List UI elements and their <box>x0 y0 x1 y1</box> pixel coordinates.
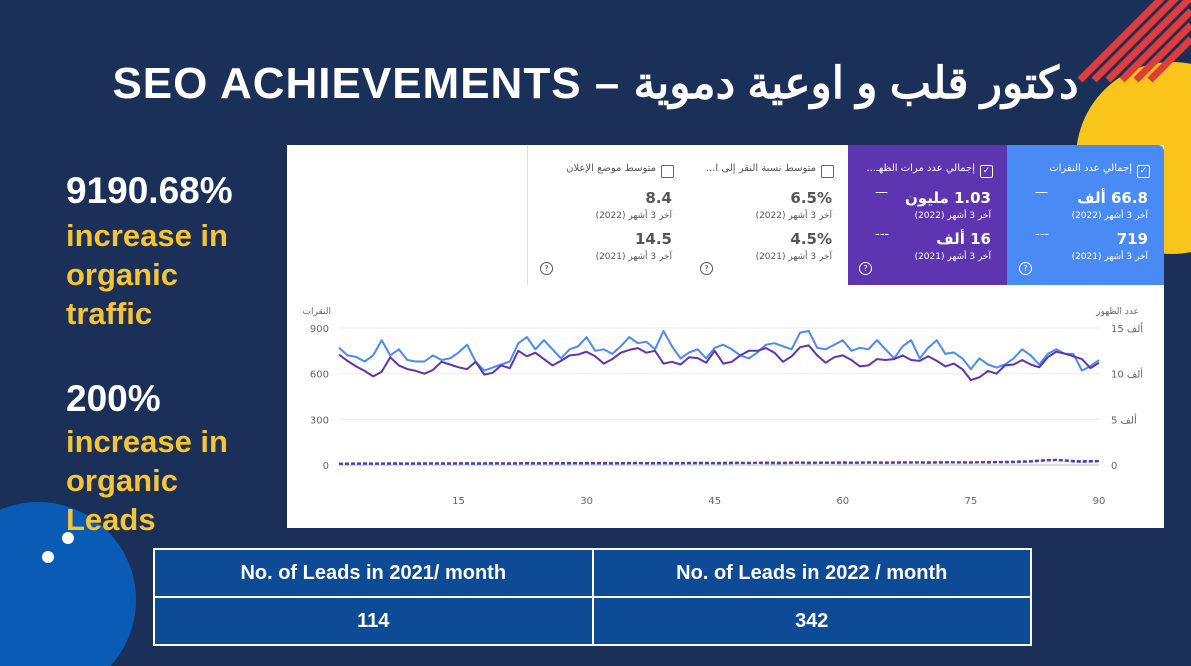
metric-value-current: 8.4 <box>645 189 672 207</box>
metric-period-current: آخر 3 أشهر (2022) <box>1071 211 1148 221</box>
metric-title-text: متوسط موضع الإعلان <box>566 163 656 174</box>
y-axis-right-tick: 0 <box>1111 461 1117 472</box>
white-dot-decoration <box>62 532 74 544</box>
table-cell: 114 <box>153 596 594 646</box>
series-line-impressions_2022 <box>338 344 1100 382</box>
x-axis-tick: 30 <box>580 496 593 507</box>
y-axis-left-label: النقرات <box>303 307 331 317</box>
metric-value-current: 66.8 ألف <box>1077 189 1148 207</box>
metric-value-previous: 14.5 <box>634 230 672 248</box>
metric-checkbox[interactable] <box>821 165 834 178</box>
help-icon[interactable]: ? <box>1019 262 1032 275</box>
metric-title: إجمالي عدد النقرات <box>1049 163 1132 174</box>
metric-title-text: متوسط نسبة النقر إلى ا... <box>705 163 816 174</box>
metric-period-current: آخر 3 أشهر (2022) <box>914 211 991 221</box>
x-axis-tick: 60 <box>836 496 849 507</box>
table-header-cell: No. of Leads in 2021/ month <box>153 548 594 598</box>
traffic-increase-value: 9190.68% <box>66 170 233 211</box>
y-axis-right-tick: 10 ألف <box>1111 368 1143 381</box>
y-axis-right-tick: 15 ألف <box>1111 322 1143 335</box>
series-line-clicks_2022 <box>338 330 1100 372</box>
white-dot-decoration <box>42 551 54 563</box>
y-axis-right-tick: 5 ألف <box>1111 413 1137 426</box>
metric-value-current: 6.5% <box>790 189 832 207</box>
y-axis-right-label: عدد الظهور <box>1095 307 1139 317</box>
metric-title-text: إجمالي عدد النقرات <box>1049 163 1132 174</box>
table-header-cell: No. of Leads in 2022 / month <box>591 548 1032 598</box>
leads-increase-value: 200% <box>66 378 161 419</box>
stat-line: Leads <box>66 502 156 537</box>
metric-title-text: إجمالي عدد مرات الظهـ... <box>866 163 975 174</box>
metric-period-current: آخر 3 أشهر (2022) <box>755 211 832 221</box>
help-icon[interactable]: ? <box>700 262 713 275</box>
legend-solid-line: — <box>1035 185 1048 200</box>
metric-title: متوسط نسبة النقر إلى ا... <box>706 163 816 174</box>
metric-checkbox[interactable]: ✓ <box>980 165 993 178</box>
help-icon[interactable]: ? <box>540 262 553 275</box>
help-icon[interactable]: ? <box>859 262 872 275</box>
red-stripes-decoration <box>1077 0 1191 83</box>
stat-line: increase in <box>66 424 228 459</box>
ads-performance-panel: إجمالي عدد النقرات ✓ 66.8 ألف آخر 3 أشهر (2… <box>287 145 1164 528</box>
stat-line: traffic <box>66 296 153 331</box>
y-axis-left-tick: 0 <box>323 461 329 472</box>
metric-period-previous: آخر 3 أشهر (2021) <box>755 252 832 262</box>
metric-checkbox[interactable]: ✓ <box>1137 165 1150 178</box>
table-cell: 342 <box>591 596 1032 646</box>
metric-title: إجمالي عدد مرات الظهـ... <box>866 163 975 174</box>
performance-line-chart: 900 600 300 0 15 ألف 10 ألف 5 ألف 0 النقرات عدد ا… <box>303 307 1144 507</box>
series-line-impressions_2021 <box>338 458 1100 465</box>
legend-dashed-line: --- <box>875 227 890 242</box>
x-axis-tick: 45 <box>708 496 721 507</box>
y-axis-left-tick: 600 <box>310 370 329 381</box>
stat-line: organic <box>66 257 178 292</box>
table-row: 114 342 <box>153 596 1032 646</box>
stat-line: organic <box>66 463 178 498</box>
metric-period-current: آخر 3 أشهر (2022) <box>595 211 672 221</box>
slide-title: SEO ACHIEVEMENTS – دكتور قلب و اوعية دمو… <box>112 59 1079 108</box>
metric-card[interactable]: إجمالي عدد النقرات ✓ 66.8 ألف آخر 3 أشهر (2… <box>1007 145 1164 285</box>
metric-card[interactable]: متوسط نسبة النقر إلى ا... 6.5% آخر 3 أشهر … <box>687 145 848 285</box>
leads-table: No. of Leads in 2021/ month No. of Leads… <box>153 548 1032 646</box>
table-header-row: No. of Leads in 2021/ month No. of Leads… <box>153 548 1032 598</box>
metric-period-previous: آخر 3 أشهر (2021) <box>914 252 991 262</box>
metric-period-previous: آخر 3 أشهر (2021) <box>1071 252 1148 262</box>
metric-title: متوسط موضع الإعلان <box>566 163 656 174</box>
legend-solid-line: — <box>875 185 888 200</box>
metric-card[interactable]: إجمالي عدد مرات الظهـ... ✓ 1.03 مليون آخر 3… <box>847 145 1007 285</box>
x-axis-tick: 15 <box>452 496 465 507</box>
blue-circle-decoration <box>0 502 136 666</box>
metric-value-previous: 4.5% <box>790 230 832 248</box>
stat-line: increase in <box>66 218 228 253</box>
y-axis-left-tick: 300 <box>310 415 329 426</box>
legend-dashed-line: --- <box>1035 227 1050 242</box>
leads-increase-label: increase in organic Leads <box>66 422 286 539</box>
x-axis-tick: 90 <box>1093 496 1106 507</box>
metric-value-current: 1.03 مليون <box>905 189 991 207</box>
x-axis-tick: 75 <box>965 496 978 507</box>
traffic-increase-label: increase in organic traffic <box>66 216 286 333</box>
metric-period-previous: آخر 3 أشهر (2021) <box>595 252 672 262</box>
metric-checkbox[interactable] <box>661 165 674 178</box>
metric-value-previous: 16 ألف <box>936 230 991 248</box>
y-axis-left-tick: 900 <box>310 324 329 335</box>
metric-value-previous: 719 <box>1116 230 1148 248</box>
metric-card[interactable]: متوسط موضع الإعلان 8.4 آخر 3 أشهر (2022) 14… <box>527 145 688 285</box>
